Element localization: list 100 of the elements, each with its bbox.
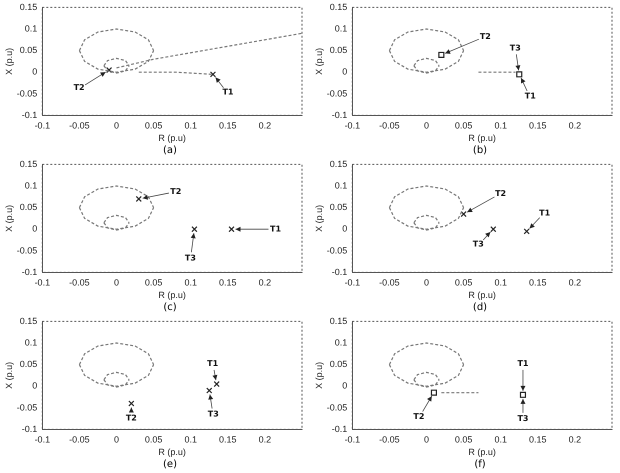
x-tick-label: -0.05 [379,120,400,130]
y-tick-label: 0 [342,380,348,391]
annotation: T2 [126,414,137,423]
y-tick-label: -0.05 [326,245,348,256]
y-tick-label: 0 [342,66,348,77]
x-tick-label: 0 [424,434,430,444]
y-tick-label: 0.05 [20,359,38,370]
text: (b) [472,144,488,157]
x-tick-label: -0.05 [69,120,90,130]
x-tick-label: 0.05 [454,434,472,444]
y-tick-label: -0.05 [16,245,38,256]
x-tick-label: 0.2 [568,277,582,288]
annotation: T2 [170,187,182,196]
annotation: T3 [510,43,521,52]
y-tick-label: 0.15 [20,158,38,169]
x-tick-label: 0.2 [568,120,582,130]
y-tick-label: 0.1 [24,337,38,348]
text: (c) [162,301,178,314]
y-tick-label: 0.15 [330,2,348,12]
annotation: T2 [480,32,491,41]
y-tick-label: 0.05 [20,45,38,56]
x-axis-title: R (p.u) [468,290,496,300]
annotation: T1 [207,359,219,368]
y-tick-label: -0.1 [332,110,348,120]
x-tick-label: 0.15 [219,277,237,288]
x-tick-label: 0.1 [184,277,197,288]
y-tick-label: 0.15 [20,316,38,326]
y-tick-label: 0.1 [24,180,38,190]
x-tick-label: 0.2 [258,120,272,130]
y-axis-title: X (p.u) [314,204,324,232]
y-tick-label: 0 [342,224,348,234]
x-tick-label: 0 [114,120,120,130]
y-axis-title: X (p.u) [4,48,14,75]
annotation: T1 [222,87,234,96]
x-tick-label: 0 [114,277,120,288]
text: (e) [162,458,178,471]
annotation: T3 [208,410,219,419]
text: (f) [473,458,487,471]
annotation: T3 [517,414,528,423]
y-tick-label: -0.1 [22,424,38,434]
annotation: T1 [270,224,282,234]
y-tick-label: 0.1 [334,180,348,190]
y-tick-label: 0.05 [330,359,348,370]
x-tick-label: -0.05 [379,277,400,288]
y-tick-label: -0.1 [22,110,38,120]
annotation: T2 [74,83,85,92]
x-tick-label: 0 [114,434,120,444]
x-tick-label: 0.2 [258,434,272,444]
y-tick-label: 0.05 [20,202,38,212]
x-tick-label: 0.1 [494,277,507,288]
x-tick-label: 0 [424,120,430,130]
x-tick-label: 0.05 [454,120,472,130]
text: (d) [472,301,488,314]
y-tick-label: 0.1 [24,23,38,34]
y-axis-title: X (p.u) [4,204,14,232]
x-tick-label: 0 [424,277,430,288]
x-tick-label: 0.1 [494,120,507,130]
x-tick-label: 0.2 [568,434,582,444]
x-tick-label: 0.05 [454,277,472,288]
x-tick-label: -0.05 [379,434,400,444]
y-axis-title: X (p.u) [314,48,324,75]
x-tick-label: 0.1 [184,434,197,444]
y-tick-label: 0.15 [330,316,348,326]
annotation: T2 [495,189,506,198]
x-tick-label: 0.2 [258,277,272,288]
annotation: T1 [539,208,551,218]
y-tick-label: -0.05 [326,402,348,412]
x-tick-label: 0.05 [144,277,162,288]
x-axis-title: R (p.u) [468,133,496,144]
y-tick-label: -0.1 [22,266,38,277]
y-tick-label: 0 [32,380,38,391]
y-tick-label: 0.15 [20,2,38,12]
x-tick-label: 0.15 [219,434,237,444]
y-axis-title: X (p.u) [314,362,324,389]
x-tick-label: 0.15 [529,120,547,130]
annotation: T1 [517,358,529,368]
x-axis-title: R (p.u) [158,133,186,144]
x-axis-title: R (p.u) [468,447,496,458]
x-axis-title: R (p.u) [158,290,186,300]
x-axis-title: R (p.u) [158,447,186,458]
x-tick-label: 0.15 [219,120,237,130]
y-tick-label: 0.05 [330,202,348,212]
x-tick-label: 0.15 [529,434,547,444]
y-tick-label: -0.1 [332,424,348,434]
y-tick-label: 0 [32,66,38,77]
y-tick-label: 0 [32,224,38,234]
annotation: T3 [184,253,196,262]
annotation: T3 [472,239,484,248]
y-tick-label: -0.1 [332,266,348,277]
x-tick-label: 0.1 [494,434,507,444]
y-tick-label: 0.15 [330,158,348,169]
y-tick-label: -0.05 [16,402,38,412]
x-tick-label: 0.05 [144,434,162,444]
x-tick-label: -0.05 [69,277,90,288]
x-tick-label: 0.05 [144,120,162,130]
x-tick-label: 0.1 [184,120,197,130]
x-tick-label: 0.15 [529,277,547,288]
y-tick-label: -0.05 [16,88,38,98]
text: (a) [162,144,178,157]
x-tick-label: -0.05 [69,434,90,444]
